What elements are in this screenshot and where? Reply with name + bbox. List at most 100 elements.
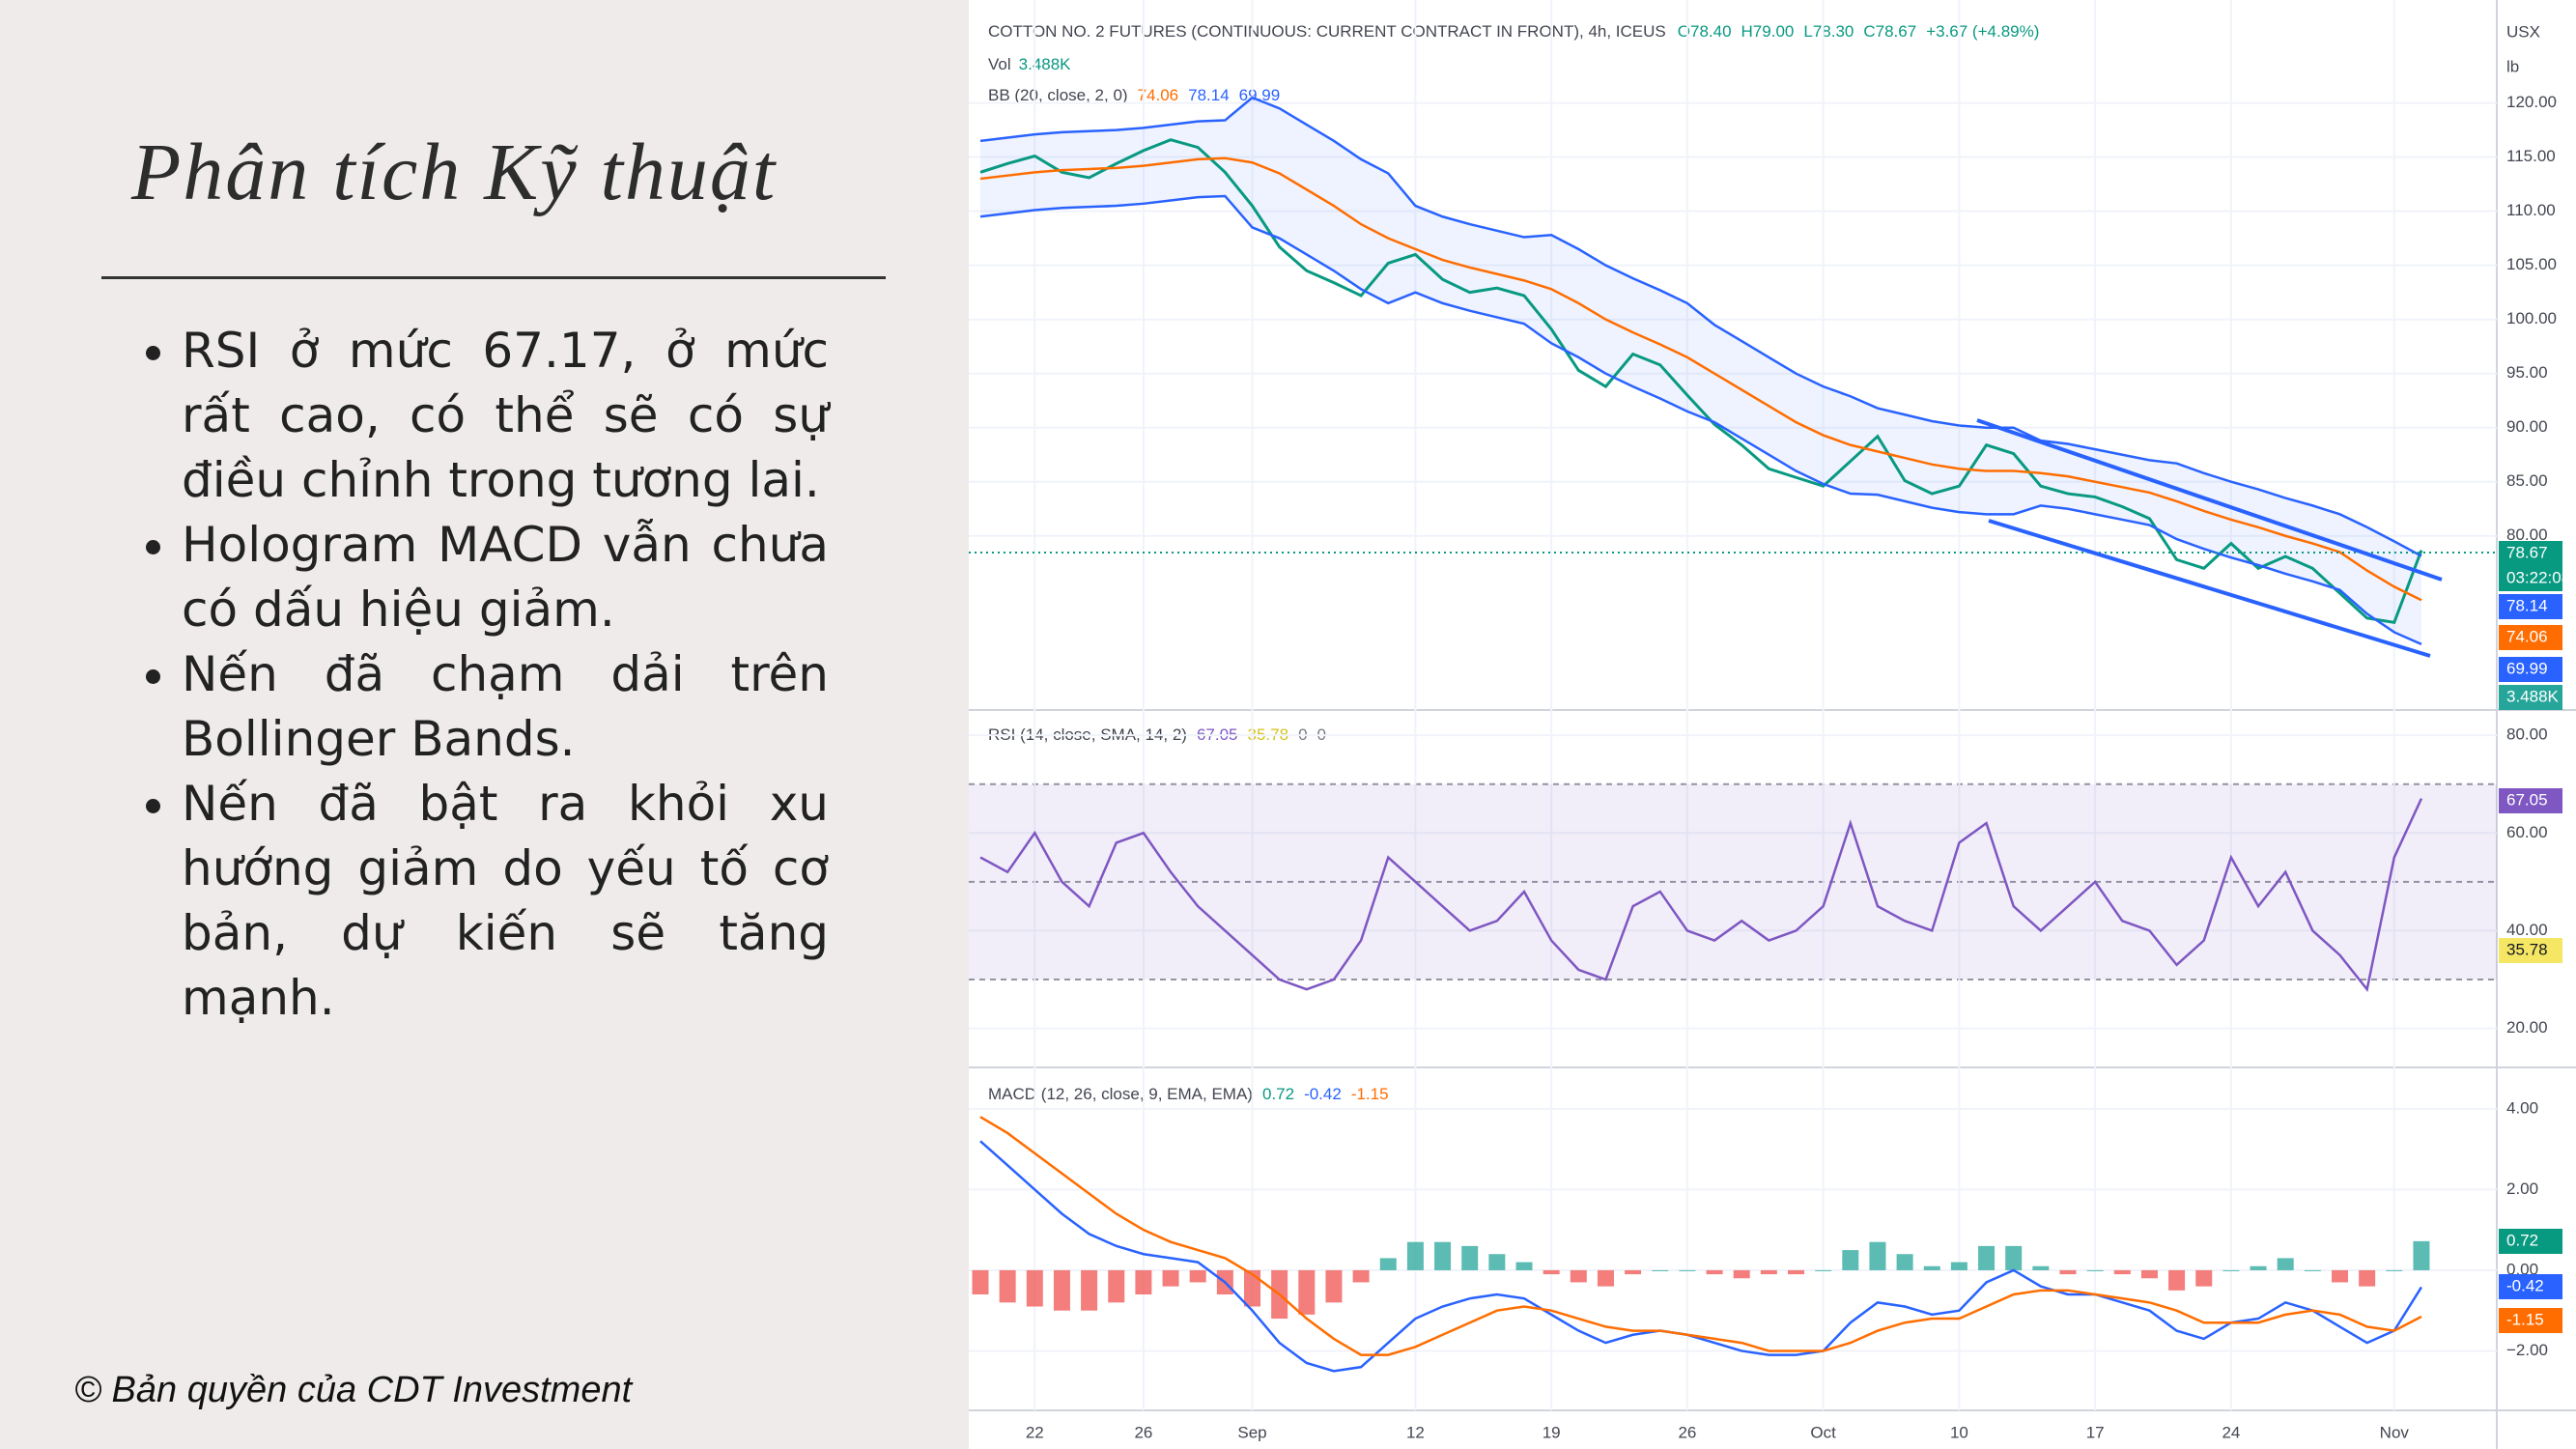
axis-badge-label: -1.15 xyxy=(2506,1310,2544,1328)
x-tick-label: 17 xyxy=(2086,1423,2105,1441)
histogram-bar xyxy=(2195,1269,2213,1287)
histogram-bar xyxy=(2359,1269,2376,1287)
histogram-bar xyxy=(1679,1269,1696,1271)
ohlc: +3.67 (+4.89%) xyxy=(1926,22,2039,41)
indicator-value: 78.14 xyxy=(1188,86,1230,104)
slide-title: Phân tích Kỹ thuật xyxy=(131,128,778,217)
axis-badge xyxy=(2499,685,2562,710)
level-band xyxy=(969,783,2497,980)
axis-badge-label: 74.06 xyxy=(2506,627,2548,645)
histogram-bar xyxy=(1733,1269,1750,1279)
histogram-bar xyxy=(2032,1265,2050,1270)
bullet: Nến đã bật ra khỏi xu hướng giảm do yếu … xyxy=(182,772,829,1031)
axis-badge xyxy=(2499,1229,2562,1254)
histogram-bar xyxy=(2140,1269,2158,1279)
histogram-bar xyxy=(1488,1254,1506,1270)
axis-badge-label: 0.72 xyxy=(2506,1231,2538,1249)
series-line xyxy=(979,1116,2422,1356)
indicator-name: BB (20, close, 2, 0) xyxy=(988,86,1128,104)
histogram-bar xyxy=(1869,1241,1886,1270)
histogram-bar xyxy=(2113,1269,2131,1275)
series-line xyxy=(979,96,2422,557)
axis-badge-label: 35.78 xyxy=(2506,940,2548,958)
histogram-bar xyxy=(2304,1269,2321,1271)
axis-badge xyxy=(2499,938,2562,963)
histogram-bar xyxy=(2086,1269,2104,1271)
title-rule xyxy=(101,276,886,279)
histogram-bar xyxy=(2277,1258,2294,1270)
axis-badge-label: 69.99 xyxy=(2506,659,2548,677)
chart-header: COTTON NO. 2 FUTURES (CONTINUOUS: CURREN… xyxy=(988,22,2039,41)
y-tick-label: 4.00 xyxy=(2506,1098,2538,1117)
histogram-bar xyxy=(1760,1269,1777,1275)
y-tick-label: 90.00 xyxy=(2506,417,2548,436)
histogram-bar xyxy=(2413,1240,2430,1270)
labels-layer: 80.0085.0090.0095.00100.00105.00110.0011… xyxy=(1026,93,2570,1441)
copyright: © Bản quyền của CDT Investment xyxy=(74,1370,633,1410)
y-tick-label: −2.00 xyxy=(2506,1341,2548,1359)
histogram-bar xyxy=(1788,1269,1804,1275)
histogram-bar xyxy=(1244,1269,1260,1307)
axis-badge-label: 3.488K xyxy=(2506,687,2560,705)
currency: USX xyxy=(2506,22,2540,41)
marks-layer xyxy=(972,96,2430,1373)
y-tick-label: 115.00 xyxy=(2506,147,2556,165)
y-tick-label: 110.00 xyxy=(2506,201,2556,219)
histogram-bar xyxy=(1896,1254,1913,1270)
histogram-bar xyxy=(1597,1269,1614,1287)
y-tick-label: 105.00 xyxy=(2506,255,2557,273)
y-tick-label: 40.00 xyxy=(2506,921,2548,939)
chart-title: COTTON NO. 2 FUTURES (CONTINUOUS: CURREN… xyxy=(988,22,1666,41)
y-tick-label: 80.00 xyxy=(2506,725,2548,744)
y-tick-label: 2.00 xyxy=(2506,1179,2538,1198)
chart: COTTON NO. 2 FUTURES (CONTINUOUS: CURREN… xyxy=(969,0,2576,1449)
y-tick-label: 120.00 xyxy=(2506,93,2557,111)
histogram-bar xyxy=(1162,1269,1179,1287)
histogram-bar xyxy=(2386,1269,2403,1271)
histogram-bar xyxy=(2168,1269,2186,1291)
axis-badge-label: 78.14 xyxy=(2506,596,2548,614)
trend-line xyxy=(1988,519,2431,658)
y-tick-label: 0.00 xyxy=(2506,1260,2538,1278)
y-tick-label: 60.00 xyxy=(2506,823,2548,841)
indicator-value: 74.06 xyxy=(1138,86,1179,104)
histogram-bar xyxy=(1026,1269,1043,1307)
axis-badge xyxy=(2499,594,2562,619)
macd-value: -1.15 xyxy=(1351,1085,1389,1103)
y-tick-label: 80.00 xyxy=(2506,526,2548,544)
volume-label: Vol xyxy=(988,55,1011,73)
macd-value: 0.72 xyxy=(1262,1085,1294,1103)
histogram-bar xyxy=(1053,1269,1070,1311)
axis-badge xyxy=(2499,1308,2562,1333)
ohlc: L78.30 xyxy=(1803,22,1854,41)
series-line xyxy=(979,156,2422,602)
histogram-bar xyxy=(1298,1269,1316,1315)
axis-badge-label: 03:22:08 xyxy=(2506,568,2570,586)
macd-header: MACD (12, 26, close, 9, EMA, EMA) 0.72 -0.… xyxy=(988,1085,1389,1103)
bullet: RSI ở mức 67.17, ở mức rất cao, có thể s… xyxy=(182,319,829,513)
ohlc: O78.40 xyxy=(1678,22,1732,41)
macd-value: -0.42 xyxy=(1304,1085,1342,1103)
histogram-bar xyxy=(1189,1269,1206,1283)
x-tick-label: 26 xyxy=(1678,1423,1696,1441)
series-line xyxy=(979,138,2423,625)
histogram-bar xyxy=(1515,1262,1533,1270)
histogram-bar xyxy=(1815,1269,1832,1271)
histogram-bar xyxy=(1434,1241,1452,1270)
bullet: Nến đã chạm dải trên Bollinger Bands. xyxy=(182,642,829,772)
histogram-bar xyxy=(2332,1269,2348,1283)
axis-badge-label: 78.67 xyxy=(2506,543,2548,561)
series-line xyxy=(979,194,2422,646)
histogram-bar xyxy=(2005,1245,2023,1270)
axis-badge xyxy=(2499,625,2562,650)
histogram-bar xyxy=(1543,1269,1560,1275)
axis-badge xyxy=(2499,566,2562,591)
histogram-bar xyxy=(1352,1269,1370,1283)
x-tick-label: Nov xyxy=(2380,1423,2410,1441)
text-panel: Phân tích Kỹ thuật RSI ở mức 67.17, ở mứ… xyxy=(0,0,969,1449)
x-tick-label: 24 xyxy=(2222,1423,2240,1441)
bullet: Hologram MACD vẫn chưa có dấu hiệu giảm. xyxy=(182,513,829,642)
unit: lb xyxy=(2506,57,2519,75)
histogram-bar xyxy=(1570,1269,1587,1283)
